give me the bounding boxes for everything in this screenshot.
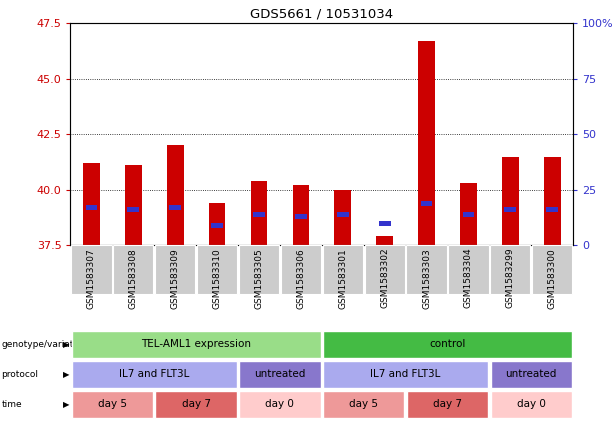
Text: GSM1583301: GSM1583301 <box>338 248 348 308</box>
Text: control: control <box>429 339 466 349</box>
Text: IL7 and FLT3L: IL7 and FLT3L <box>119 369 189 379</box>
Bar <box>406 245 447 294</box>
Text: ■: ■ <box>70 407 81 418</box>
Bar <box>169 205 181 210</box>
Bar <box>365 245 405 294</box>
Bar <box>208 203 226 245</box>
Bar <box>128 207 139 212</box>
Bar <box>448 245 489 294</box>
Text: GSM1583309: GSM1583309 <box>170 248 180 308</box>
Bar <box>292 185 309 245</box>
Text: GSM1583305: GSM1583305 <box>254 248 264 308</box>
Bar <box>504 207 516 212</box>
Bar <box>125 165 142 245</box>
Bar <box>113 245 153 294</box>
Bar <box>197 245 237 294</box>
Bar <box>155 245 196 294</box>
Bar <box>463 212 474 217</box>
Bar <box>532 245 573 294</box>
Bar <box>546 207 558 212</box>
Text: ■: ■ <box>254 407 265 418</box>
Text: day 0: day 0 <box>265 399 294 409</box>
Text: TEL-AML1 expression: TEL-AML1 expression <box>141 339 251 349</box>
Text: GSM1583299: GSM1583299 <box>506 248 515 308</box>
Bar <box>502 157 519 245</box>
Text: ▶: ▶ <box>63 370 69 379</box>
Text: untreated: untreated <box>506 369 557 379</box>
Text: GSM1583302: GSM1583302 <box>380 248 389 308</box>
Bar <box>211 223 223 228</box>
Bar <box>379 221 390 225</box>
Text: GSM1583300: GSM1583300 <box>547 248 557 308</box>
Title: GDS5661 / 10531034: GDS5661 / 10531034 <box>250 8 394 21</box>
Bar <box>281 245 321 294</box>
Text: GSM1583303: GSM1583303 <box>422 248 431 308</box>
Text: GSM1583307: GSM1583307 <box>87 248 96 308</box>
Bar <box>239 245 279 294</box>
Text: GSM1583308: GSM1583308 <box>129 248 138 308</box>
Text: day 7: day 7 <box>181 399 211 409</box>
Bar <box>322 245 363 294</box>
Bar <box>335 190 351 245</box>
Bar <box>376 236 393 245</box>
Text: protocol: protocol <box>1 370 38 379</box>
Bar <box>418 41 435 245</box>
Text: day 0: day 0 <box>517 399 546 409</box>
Bar <box>253 212 265 217</box>
Text: GSM1583310: GSM1583310 <box>213 248 222 308</box>
Bar <box>86 205 97 210</box>
Text: GSM1583306: GSM1583306 <box>296 248 305 308</box>
Text: GSM1583304: GSM1583304 <box>464 248 473 308</box>
Bar <box>544 157 561 245</box>
Bar <box>295 214 306 219</box>
Text: IL7 and FLT3L: IL7 and FLT3L <box>370 369 441 379</box>
Text: genotype/variation: genotype/variation <box>1 340 88 349</box>
Text: day 7: day 7 <box>433 399 462 409</box>
Bar <box>71 245 112 294</box>
Text: percentile rank within the sample: percentile rank within the sample <box>270 407 446 418</box>
Text: ▶: ▶ <box>63 400 69 409</box>
Bar <box>337 212 349 217</box>
Bar <box>167 146 184 245</box>
Bar <box>490 245 530 294</box>
Bar <box>460 183 477 245</box>
Bar <box>83 163 100 245</box>
Text: count: count <box>86 407 115 418</box>
Text: untreated: untreated <box>254 369 306 379</box>
Text: time: time <box>1 400 22 409</box>
Text: ▶: ▶ <box>63 340 69 349</box>
Text: day 5: day 5 <box>349 399 378 409</box>
Bar <box>421 201 432 206</box>
Text: day 5: day 5 <box>98 399 127 409</box>
Bar <box>251 181 267 245</box>
